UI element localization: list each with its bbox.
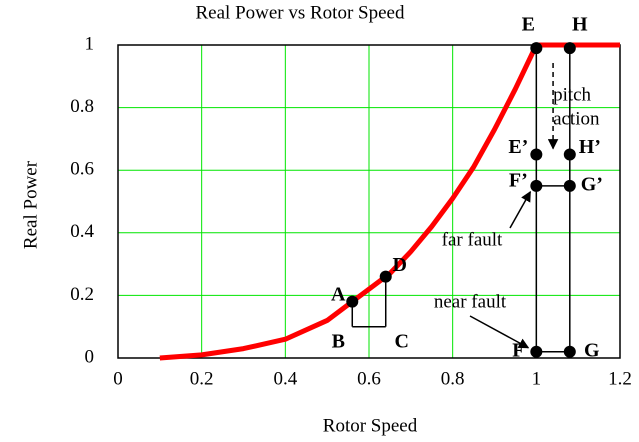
point-label: G’: [581, 173, 603, 195]
point-label: D: [393, 254, 407, 276]
x-tick-label: 0.2: [190, 368, 214, 389]
x-tick-label: 0.6: [357, 368, 381, 389]
y-tick-label: 0.6: [70, 159, 94, 180]
point: [530, 345, 543, 358]
curve: [159, 42, 620, 361]
point-label: A: [331, 283, 346, 305]
point-label: H’: [579, 136, 601, 158]
point-label: H: [572, 14, 588, 36]
plot-frame: [117, 44, 621, 359]
point: [563, 42, 576, 55]
point: [379, 270, 392, 283]
point: [530, 179, 543, 192]
point: [530, 148, 543, 161]
x-tick-label: 1.2: [608, 368, 632, 389]
y-tick-label: 0.4: [70, 221, 94, 242]
point-label: F’: [509, 169, 528, 191]
x-tick-label: 0: [113, 368, 123, 389]
annotation: near fault: [434, 291, 507, 312]
point-label: E: [522, 14, 535, 36]
point-label: E’: [508, 136, 528, 158]
y-tick-label: 0.2: [70, 284, 94, 305]
x-tick-label: 0.8: [441, 368, 465, 389]
y-axis-label: Real Power: [20, 160, 41, 249]
annotation: pitch: [553, 84, 591, 105]
point: [563, 148, 576, 161]
annotation: action: [553, 108, 600, 129]
point: [563, 179, 576, 192]
point-label: B: [332, 330, 345, 352]
x-axis-label: Rotor Speed: [323, 415, 418, 436]
annotation: far fault: [442, 229, 503, 250]
point-label: G: [584, 339, 600, 361]
x-tick-label: 0.4: [273, 368, 297, 389]
x-tick-label: 1: [532, 368, 542, 389]
point-label: C: [395, 330, 409, 352]
point: [346, 295, 359, 308]
point: [530, 42, 543, 55]
y-tick-label: 1: [85, 33, 95, 54]
y-tick-label: 0: [85, 346, 95, 367]
annotation-arrow: [509, 190, 531, 229]
y-tick-label: 0.8: [70, 96, 94, 117]
point: [563, 345, 576, 358]
chart-title: Real Power vs Rotor Speed: [196, 2, 405, 23]
annotation-arrow: [469, 315, 530, 349]
